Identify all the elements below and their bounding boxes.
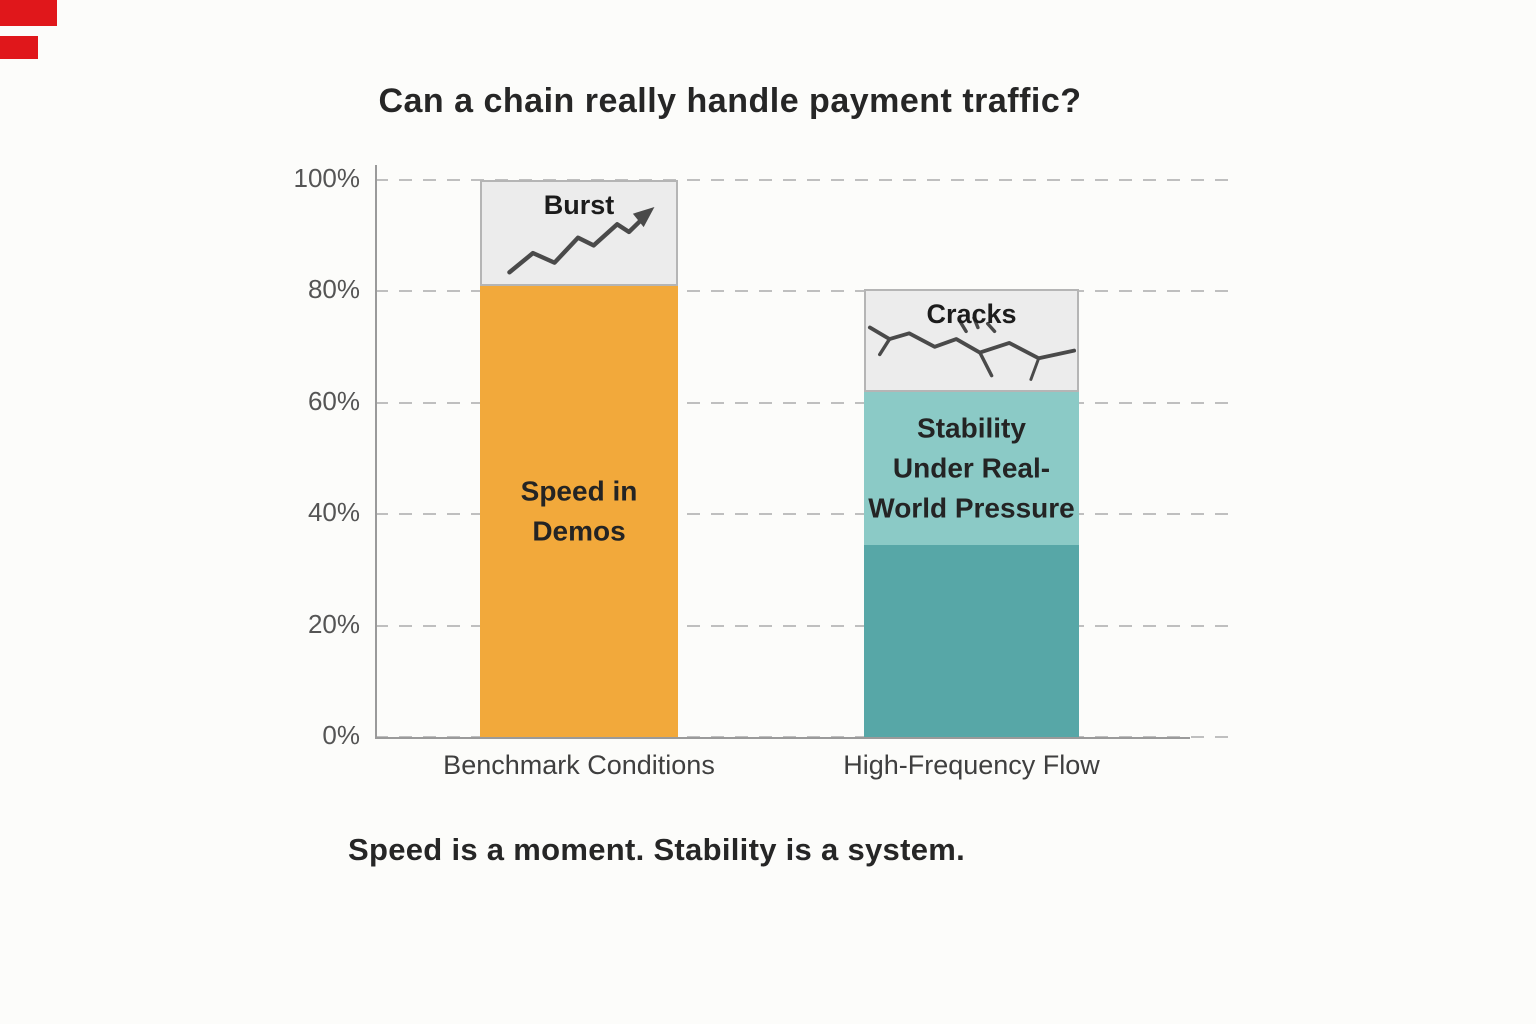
bar-segment-burst: Burst	[480, 180, 678, 286]
gridline-20%	[375, 624, 1230, 627]
bar-segment-stability-under-real-world-pressure: Stability Under Real- World Pressure	[864, 391, 1079, 545]
bar-segment-speed-in-demos: Speed in Demos	[480, 285, 678, 737]
chart-caption: Speed is a moment. Stability is a system…	[348, 832, 966, 867]
gridline-100%	[375, 179, 1230, 181]
rising-zigzag-arrow-icon	[507, 206, 655, 275]
y-tick-label-80%: 80%	[307, 274, 360, 305]
chart-title: Can a chain really handle payment traffi…	[378, 82, 1082, 120]
red-corner-mark	[0, 36, 38, 59]
segment-label-stability-under-real-world-pressure: Stability Under Real- World Pressure	[868, 412, 1075, 524]
y-tick-label-0%: 0%	[322, 719, 360, 750]
bar-segment-cracks: Cracks	[864, 288, 1079, 392]
cracks-icon	[867, 315, 1077, 381]
segment-label-speed-in-demos: Speed in Demos	[520, 475, 638, 547]
x-category-label-high-frequency-flow: High-Frequency Flow	[843, 750, 1100, 780]
gridline-80%	[375, 290, 1230, 293]
y-tick-label-40%: 40%	[307, 497, 360, 528]
x-category-label-benchmark-conditions: Benchmark Conditions	[443, 750, 715, 780]
y-tick-label-100%: 100%	[293, 162, 361, 193]
gridline-40%	[375, 513, 1230, 516]
segment-label-cracks: Cracks	[926, 298, 1017, 329]
y-axis-line	[375, 165, 377, 737]
segment-label-burst: Burst	[543, 190, 615, 220]
red-corner-mark	[0, 0, 57, 26]
y-tick-label-20%: 20%	[307, 608, 360, 639]
bar-segment-stability-base	[864, 544, 1079, 737]
x-axis-line	[375, 737, 1190, 739]
gridline-60%	[375, 401, 1230, 404]
y-tick-label-60%: 60%	[307, 385, 360, 416]
